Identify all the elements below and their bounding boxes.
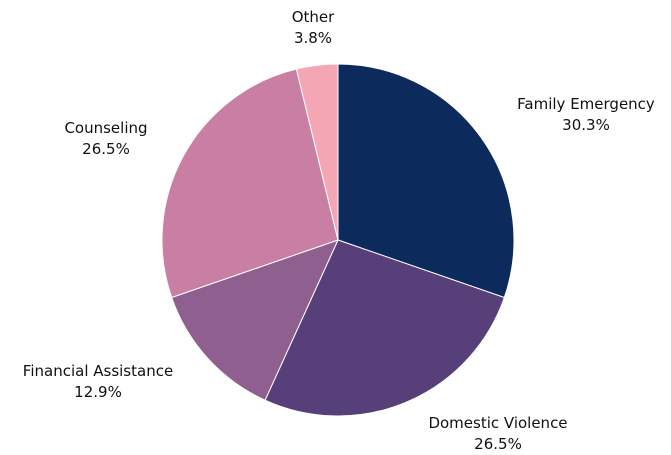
label-family-emergency-value: 30.3% bbox=[562, 116, 610, 134]
label-family-emergency-name: Family Emergency bbox=[517, 95, 655, 113]
label-financial-assistance-value: 12.9% bbox=[74, 383, 122, 401]
pie-slice-family-emergency bbox=[337, 63, 515, 299]
pie-slices bbox=[161, 63, 515, 417]
label-domestic-violence-name: Domestic Violence bbox=[428, 414, 568, 432]
label-counseling-name: Counseling bbox=[64, 119, 148, 137]
label-other: Other 3.8% bbox=[270, 7, 356, 49]
label-domestic-violence: Domestic Violence 26.5% bbox=[418, 413, 578, 455]
label-domestic-violence-value: 26.5% bbox=[474, 435, 522, 453]
pie-slice-other bbox=[295, 63, 339, 241]
label-counseling-value: 26.5% bbox=[82, 140, 130, 158]
pie-slice-counseling bbox=[161, 68, 339, 299]
label-financial-assistance-name: Financial Assistance bbox=[22, 362, 174, 380]
label-family-emergency: Family Emergency 30.3% bbox=[506, 94, 666, 136]
pie-slice-domestic-violence bbox=[264, 239, 505, 417]
pie-slice-financial-assistance bbox=[171, 239, 339, 401]
label-other-value: 3.8% bbox=[293, 29, 333, 47]
label-other-name: Other bbox=[291, 8, 335, 26]
label-counseling: Counseling 26.5% bbox=[50, 118, 162, 160]
label-financial-assistance: Financial Assistance 12.9% bbox=[8, 361, 188, 403]
